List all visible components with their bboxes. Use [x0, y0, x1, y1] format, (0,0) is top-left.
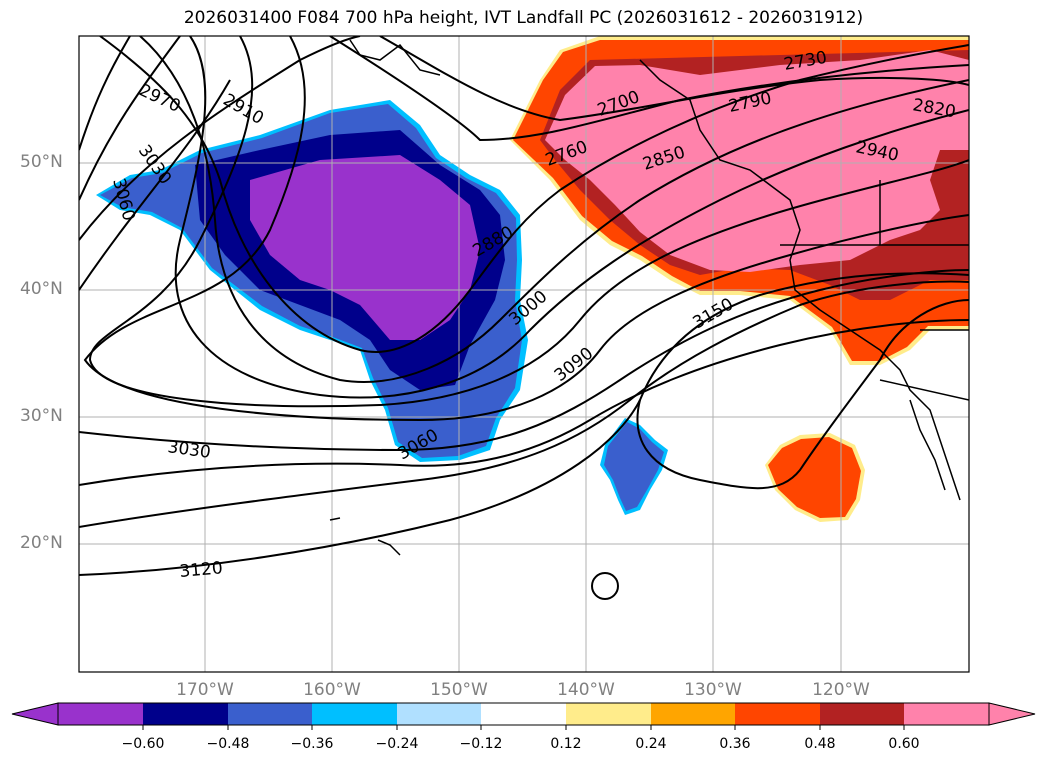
- colorbar: [11, 702, 1036, 730]
- lat-label: 50°N: [20, 152, 63, 172]
- colorbar-tick-label: 0.12: [550, 736, 582, 752]
- colorbar-swatch: [820, 703, 904, 725]
- colorbar-extend-right: [988, 702, 1036, 726]
- lat-label: 40°N: [20, 279, 63, 299]
- colorbar-swatch: [735, 703, 820, 725]
- colorbar-swatch: [58, 703, 143, 725]
- colorbar-tick-label: −0.48: [206, 736, 250, 752]
- lon-label: 150°W: [430, 680, 488, 700]
- lat-label: 30°N: [20, 406, 63, 426]
- lon-label: 120°W: [812, 680, 870, 700]
- colorbar-tick-label: 0.24: [635, 736, 667, 752]
- lon-label: 140°W: [557, 680, 615, 700]
- colorbar-tick-label: 0.60: [888, 736, 920, 752]
- graticule: [79, 36, 969, 672]
- colorbar-tick-label: −0.12: [459, 736, 503, 752]
- colorbar-tick-label: 0.36: [719, 736, 751, 752]
- map-frame: [78, 35, 970, 673]
- colorbar-swatch: [904, 703, 989, 725]
- coastlines: [329, 39, 969, 556]
- lon-label: 130°W: [684, 680, 742, 700]
- colorbar-ticks: [142, 725, 905, 730]
- height-contours: [79, 36, 969, 600]
- colorbar-tick-label: −0.24: [375, 736, 419, 752]
- colorbar-swatch: [143, 703, 228, 725]
- colorbar-extend-left: [11, 702, 59, 726]
- contour-label: 3120: [179, 558, 224, 582]
- colorbar-swatch: [481, 703, 566, 725]
- colorbar-tick-label: −0.36: [290, 736, 334, 752]
- map-title: 2026031400 F084 700 hPa height, IVT Land…: [183, 8, 864, 28]
- lat-label: 20°N: [20, 533, 63, 553]
- colorbar-frame: [57, 702, 990, 726]
- colorbar-swatch: [651, 703, 735, 725]
- lon-label: 170°W: [176, 680, 234, 700]
- colorbar-swatch: [397, 703, 481, 725]
- colorbar-swatch: [566, 703, 651, 725]
- map-plot-area: 2970 2910 3030 3060 2880 3000 3090 3150 …: [79, 36, 969, 672]
- colorbar-tick-label: 0.48: [804, 736, 836, 752]
- colorbar-swatch: [228, 703, 312, 725]
- colorbar-tick-label: −0.60: [121, 736, 165, 752]
- lon-label: 160°W: [303, 680, 361, 700]
- colorbar-swatch: [312, 703, 397, 725]
